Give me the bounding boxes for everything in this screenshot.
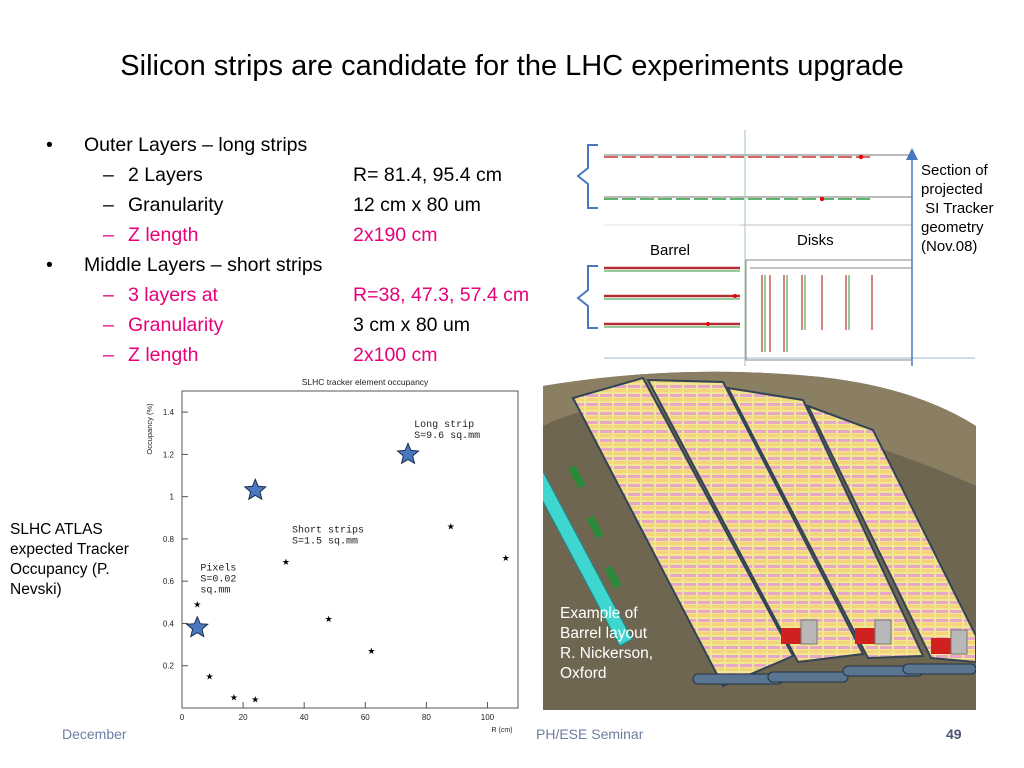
x-tick-label: 80: [422, 713, 431, 722]
y-axis-label: Occupancy (%): [145, 403, 154, 455]
sub-marker: –: [103, 314, 114, 336]
data-point: ★: [193, 599, 201, 609]
data-point: ★: [282, 557, 290, 567]
bullet-outer-layers: Outer Layers – long strips: [84, 134, 308, 156]
occupancy-chart: SLHC tracker element occupancy 0.2 0.4 0.6…: [140, 374, 524, 742]
x-tick-label: 40: [300, 713, 309, 722]
barrel-staves: [571, 376, 976, 688]
caption-line: Oxford: [560, 665, 607, 682]
sub-marker: –: [103, 164, 114, 186]
x-tick-label: 100: [481, 713, 495, 722]
sub-value: 2x190 cm: [353, 224, 438, 246]
sub-value: R= 81.4, 95.4 cm: [353, 164, 503, 186]
x-tick-label: 20: [239, 713, 248, 722]
y-tick-label: 0.4: [163, 619, 175, 628]
caption-line: Barrel layout: [560, 625, 648, 642]
barrel-label: Barrel: [650, 242, 691, 259]
sub-value: R=38, 47.3, 57.4 cm: [353, 284, 530, 306]
annotation-text: Long strip: [414, 419, 474, 431]
y-tick-label: 0.8: [163, 535, 175, 544]
sub-marker: –: [103, 284, 114, 306]
data-point: ★: [251, 695, 259, 705]
sub-marker: –: [103, 224, 114, 246]
caption-line: expected Tracker: [10, 541, 129, 558]
sub-label: Granularity: [128, 314, 224, 336]
data-point: ★: [447, 521, 455, 531]
data-point: ★: [205, 671, 213, 681]
bullet-middle-layers: Middle Layers – short strips: [84, 254, 323, 276]
sub-label: Z length: [128, 224, 199, 246]
caption-line: SI Tracker: [921, 200, 994, 217]
caption-line: R. Nickerson,: [560, 645, 654, 662]
geometry-caption: Section of projected SI Tracker geometry…: [921, 161, 1021, 256]
middle-layers-brace: [576, 265, 598, 329]
sub-marker: –: [103, 194, 114, 216]
annotation-text: Pixels: [200, 563, 236, 575]
caption-line: Example of: [560, 605, 638, 622]
plot-frame: [181, 390, 519, 709]
caption-line: geometry: [921, 219, 984, 236]
data-point: ★: [325, 614, 333, 624]
occupancy-caption: SLHC ATLAS expected Tracker Occupancy (P…: [10, 520, 129, 600]
outer-layers-brace: [576, 144, 598, 209]
sub-label: 2 Layers: [128, 164, 203, 186]
barrel-caption: Example of Barrel layout R. Nickerson, O…: [560, 604, 653, 684]
highlight-star: [185, 615, 209, 638]
data-point: ★: [367, 646, 375, 656]
y-tick-label: 1.2: [163, 450, 175, 459]
caption-line: SLHC ATLAS: [10, 521, 103, 538]
page-number: 49: [946, 726, 962, 742]
sub-value: 3 cm x 80 um: [353, 314, 471, 336]
barrel-layout-image: [543, 366, 976, 710]
bullet-marker: •: [46, 134, 53, 156]
annotation-text: sq.mm: [200, 586, 230, 597]
footer-seminar: PH/ESE Seminar: [536, 726, 644, 742]
highlight-star: [396, 442, 420, 465]
chart-background: [140, 374, 524, 742]
disks-label: Disks: [797, 232, 834, 249]
tracker-geometry-figure: [576, 130, 975, 434]
footer-date: December: [62, 726, 127, 742]
sub-label: Z length: [128, 344, 199, 366]
disks-region: [745, 259, 913, 361]
caption-line: Section of: [921, 162, 988, 179]
caption-line: (Nov.08): [921, 238, 978, 255]
x-tick-label: 60: [361, 713, 370, 722]
chart-title: SLHC tracker element occupancy: [302, 377, 429, 387]
x-axis-label: R (cm): [492, 727, 513, 734]
bullet-marker: •: [46, 254, 53, 276]
annotation-text: S=9.6 sq.mm: [414, 431, 480, 442]
annotation-text: Short strips: [292, 525, 364, 537]
y-tick-label: 0.6: [163, 577, 175, 586]
sub-label: Granularity: [128, 194, 224, 216]
annotation-text: S=0.02: [200, 575, 236, 586]
caption-line: Nevski): [10, 581, 62, 598]
y-tick-label: 1: [170, 493, 175, 502]
sub-label: 3 layers at: [128, 284, 218, 306]
data-point: ★: [230, 692, 238, 702]
sub-value: 12 cm x 80 um: [353, 194, 481, 216]
x-tick-label: 0: [180, 713, 185, 722]
sub-marker: –: [103, 344, 114, 366]
y-tick-label: 1.4: [163, 408, 175, 417]
annotation-text: S=1.5 sq.mm: [292, 537, 358, 548]
sub-value: 2x100 cm: [353, 344, 438, 366]
highlight-star: [243, 477, 268, 501]
slide-title: Silicon strips are candidate for the LHC…: [120, 50, 904, 82]
caption-line: Occupancy (P.: [10, 561, 110, 578]
caption-line: projected: [921, 181, 983, 198]
y-tick-label: 0.2: [163, 662, 175, 671]
data-point: ★: [502, 553, 510, 563]
